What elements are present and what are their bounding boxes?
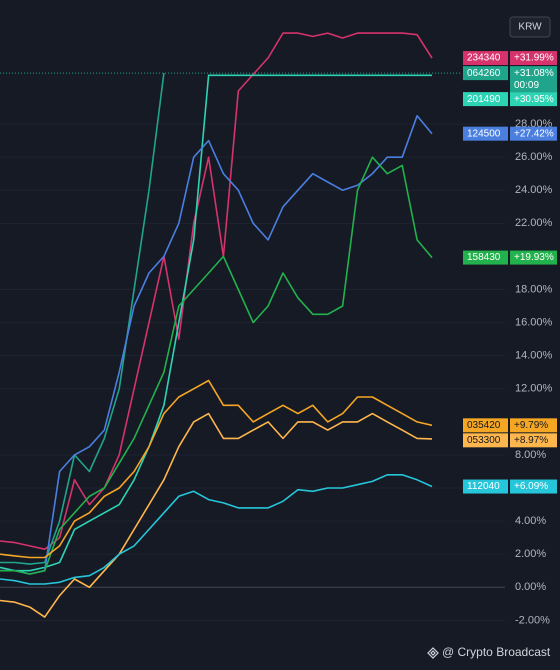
series-line: [0, 379, 433, 559]
y-tick-label: 12.00%: [515, 383, 553, 395]
series-name-box: [463, 479, 508, 494]
series-line: [0, 412, 433, 618]
value-label: +9.79%: [514, 420, 548, 431]
value-label: +6.09%: [514, 481, 548, 492]
value-label-box: [510, 126, 557, 141]
series-name: 158430: [467, 252, 501, 263]
currency-button[interactable]: [509, 16, 551, 38]
watermark-icon: [427, 647, 439, 659]
series-name-box: [463, 66, 508, 81]
series-name-box: [463, 51, 508, 66]
value-label-box: [510, 250, 557, 265]
series-name-box: [463, 250, 508, 265]
series-line: [0, 474, 433, 585]
value-label-box: [510, 92, 557, 107]
series-name: 124500: [467, 128, 501, 139]
series-name: 201490: [467, 94, 501, 105]
value-label-box: [510, 433, 557, 448]
value-label-box: [510, 479, 557, 494]
series-name: 064260: [467, 68, 501, 79]
y-tick-label: 22.00%: [515, 217, 553, 229]
series-name: 035420: [467, 420, 501, 431]
series-line: [0, 32, 433, 550]
y-tick-label: 18.00%: [515, 283, 553, 295]
value-label-box: [510, 66, 557, 93]
series-line: [0, 73, 432, 564]
y-tick-label: 24.00%: [515, 184, 553, 196]
series-line: [0, 115, 433, 575]
series-name-box: [463, 433, 508, 448]
series-line: [0, 74, 432, 572]
series-name-box: [463, 126, 508, 141]
countdown: 00:09: [514, 80, 539, 91]
value-label: +30.95%: [514, 94, 554, 105]
series-name: 112040: [467, 481, 500, 492]
y-tick-label: 16.00%: [515, 316, 553, 328]
currency-label: KRW: [518, 22, 542, 33]
value-label-box: [510, 51, 557, 66]
y-tick-label: 4.00%: [515, 515, 546, 527]
plot: [0, 32, 505, 621]
series-name: 234340: [467, 53, 501, 64]
y-tick-label: 26.00%: [515, 151, 553, 163]
y-tick-label: 28.00%: [515, 118, 553, 130]
y-tick-label: 8.00%: [515, 449, 546, 461]
value-label: +31.99%: [514, 53, 554, 64]
labels: -2.00%0.00%2.00%4.00%6.00%8.00%12.00%14.…: [463, 51, 557, 626]
series-line: [0, 156, 433, 575]
y-tick-label: -2.00%: [515, 614, 550, 626]
y-tick-label: 0.00%: [515, 581, 546, 593]
watermark: @ Crypto Broadcast: [442, 645, 551, 659]
series-name: 053300: [467, 435, 501, 446]
value-label: +31.08%: [514, 68, 554, 79]
series-name-box: [463, 418, 508, 433]
y-tick-label: 14.00%: [515, 350, 553, 362]
value-label: +27.42%: [514, 128, 554, 139]
value-label: +19.93%: [514, 252, 554, 263]
value-label-box: [510, 418, 557, 433]
series-name-box: [463, 92, 508, 107]
value-label: +8.97%: [514, 435, 548, 446]
y-tick-label: 2.00%: [515, 548, 546, 560]
